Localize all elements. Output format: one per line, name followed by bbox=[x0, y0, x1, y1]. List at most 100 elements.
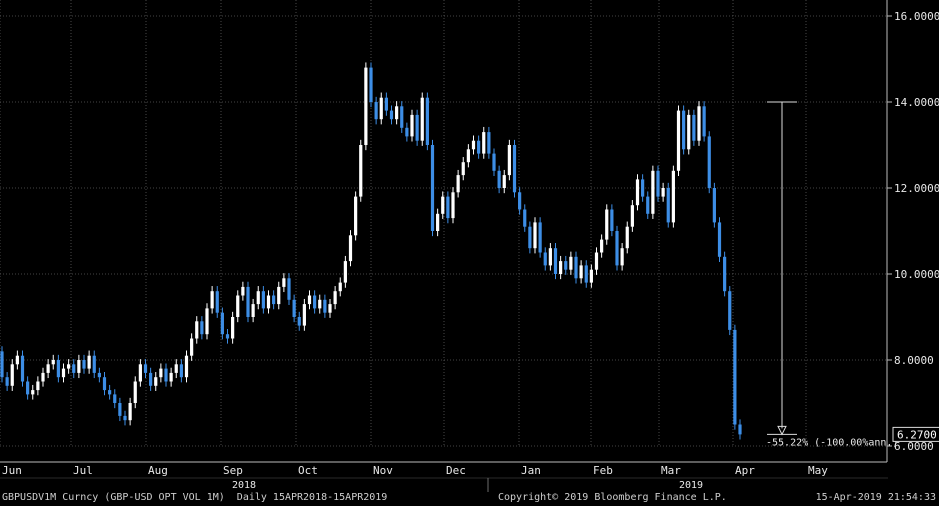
candle bbox=[692, 109, 696, 146]
candle bbox=[200, 316, 204, 340]
candle bbox=[497, 165, 501, 194]
candle bbox=[456, 169, 460, 198]
candle bbox=[451, 187, 455, 224]
candle bbox=[733, 324, 737, 430]
candle bbox=[82, 354, 86, 374]
candle bbox=[364, 62, 368, 151]
x-tick-label: Dec bbox=[446, 464, 466, 477]
candle bbox=[477, 135, 481, 159]
candle bbox=[210, 286, 214, 314]
candle bbox=[420, 92, 424, 146]
candle bbox=[410, 109, 414, 142]
candle bbox=[594, 247, 599, 275]
candle-body bbox=[492, 153, 496, 171]
y-tick-label: 12.0000 bbox=[894, 182, 939, 195]
x-tick-label: Aug bbox=[148, 464, 168, 477]
candle-body bbox=[589, 269, 593, 283]
candle bbox=[266, 290, 271, 314]
candle-body bbox=[420, 97, 424, 141]
x-tick-label: Jan bbox=[521, 464, 541, 477]
candle-body bbox=[600, 239, 604, 253]
candle-body bbox=[77, 360, 81, 373]
candle bbox=[630, 200, 634, 232]
candle-body bbox=[656, 170, 660, 197]
candle bbox=[323, 294, 327, 318]
candle-body bbox=[717, 222, 722, 257]
candle-body bbox=[697, 106, 701, 141]
candle-body bbox=[143, 364, 148, 373]
candle bbox=[717, 217, 722, 262]
candle bbox=[195, 316, 199, 344]
candle bbox=[666, 182, 670, 228]
candle bbox=[15, 350, 19, 370]
candle-body bbox=[174, 364, 178, 373]
y-tick-label: 8.0000 bbox=[894, 354, 934, 367]
candle-body bbox=[461, 162, 465, 176]
candle bbox=[518, 187, 522, 215]
candle bbox=[646, 191, 650, 219]
candle bbox=[348, 230, 353, 267]
candle bbox=[738, 419, 742, 440]
candle-body bbox=[184, 355, 189, 378]
candle-body bbox=[538, 222, 542, 253]
candle-body bbox=[328, 304, 332, 313]
candle-body bbox=[5, 377, 9, 386]
candle bbox=[159, 363, 163, 383]
annotation-label: -55.22% (-100.00%ann.) bbox=[766, 437, 898, 448]
candle bbox=[528, 221, 532, 254]
candle bbox=[492, 148, 496, 176]
x-tick-label: Nov bbox=[373, 464, 393, 477]
candle bbox=[415, 109, 419, 146]
candle-body bbox=[661, 188, 665, 197]
candle-body bbox=[625, 226, 629, 249]
candle bbox=[687, 109, 691, 155]
candle-body bbox=[482, 132, 486, 154]
candle-body bbox=[102, 377, 107, 391]
year-label: 2018 bbox=[232, 480, 256, 491]
candle-body bbox=[195, 321, 199, 339]
candle bbox=[313, 290, 317, 314]
candle bbox=[384, 92, 388, 116]
candle-body bbox=[318, 299, 322, 309]
candle bbox=[436, 208, 440, 237]
candle-body bbox=[348, 235, 353, 262]
candle-body bbox=[20, 355, 25, 382]
candle bbox=[138, 359, 142, 387]
candle bbox=[307, 290, 312, 310]
candle bbox=[92, 350, 96, 379]
x-tick-label: Oct bbox=[298, 464, 318, 477]
candle bbox=[548, 243, 552, 271]
candle-body bbox=[169, 372, 173, 382]
candle bbox=[712, 182, 716, 228]
candle bbox=[615, 225, 619, 271]
year-label: 2019 bbox=[679, 480, 703, 491]
candle bbox=[543, 247, 547, 271]
candle bbox=[241, 281, 245, 301]
candle-body bbox=[471, 140, 476, 150]
candle-body bbox=[702, 106, 706, 137]
candle-body bbox=[574, 256, 578, 279]
candle bbox=[533, 217, 537, 254]
candle bbox=[297, 311, 301, 331]
candle-body bbox=[56, 360, 60, 378]
timestamp-text: 15-Apr-2019 21:54:33 bbox=[815, 492, 936, 503]
candle-body bbox=[369, 67, 373, 102]
candle-body bbox=[92, 355, 96, 373]
candle bbox=[553, 243, 558, 280]
candle-body bbox=[676, 110, 681, 171]
candle-body bbox=[374, 102, 378, 120]
candle-body bbox=[497, 170, 501, 188]
candle bbox=[287, 273, 291, 305]
candle-body bbox=[51, 360, 55, 365]
candle bbox=[723, 251, 727, 297]
candle bbox=[51, 354, 55, 370]
candle-body bbox=[395, 106, 399, 120]
candle bbox=[605, 204, 609, 245]
candle bbox=[564, 255, 568, 275]
candle bbox=[487, 126, 491, 159]
candle bbox=[620, 243, 624, 271]
candle-body bbox=[451, 192, 455, 219]
x-tick-label: May bbox=[808, 464, 828, 477]
candle-body bbox=[220, 312, 224, 335]
